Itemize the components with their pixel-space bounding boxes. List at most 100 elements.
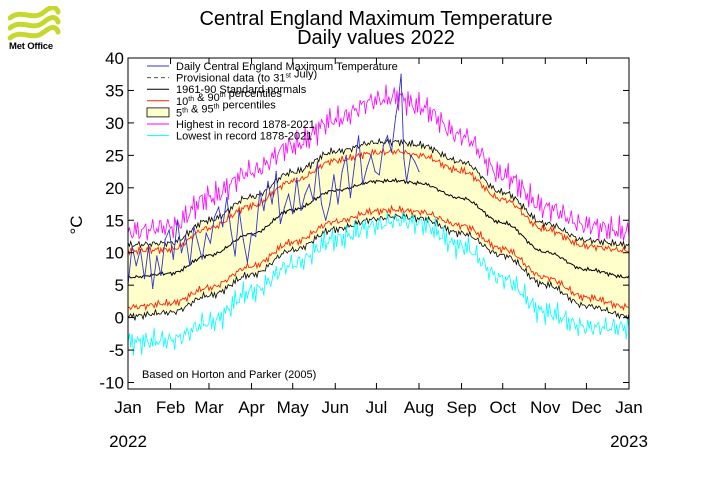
series-point — [131, 245, 133, 247]
series-point — [139, 248, 141, 251]
series-point — [287, 193, 290, 195]
x-tick-label: Jan — [114, 398, 141, 417]
y-tick-label: 40 — [105, 49, 124, 68]
series-point — [255, 235, 257, 238]
series-point — [403, 157, 405, 160]
series-point — [397, 99, 400, 101]
y-tick-label: 35 — [105, 81, 124, 100]
daily-series — [127, 73, 420, 290]
x-tick-label: May — [277, 398, 310, 417]
x-tick-label: Aug — [404, 398, 434, 417]
met-office-logo-icon — [8, 6, 61, 41]
legend-label-provisional: Provisional data (to 31st July) — [176, 69, 317, 85]
series-point — [176, 219, 179, 221]
series-point — [304, 193, 306, 195]
series-point — [205, 232, 207, 234]
series-point — [168, 229, 170, 231]
source-annotation: Based on Horton and Parker (2005) — [142, 369, 316, 381]
series-point — [292, 213, 294, 215]
legend-sup: st — [285, 73, 291, 80]
series-point — [414, 161, 416, 163]
legend-sup: th — [214, 103, 220, 110]
series-point — [333, 174, 335, 176]
year-end-label: 2023 — [610, 432, 648, 451]
series-point — [180, 252, 183, 254]
x-tick-label: Jun — [322, 398, 349, 417]
y-axis-label: °C — [67, 215, 86, 234]
legend-swatch-p5 — [146, 107, 170, 118]
series-point — [164, 239, 166, 241]
series-point — [345, 154, 347, 156]
series-point — [197, 242, 199, 244]
series-point — [234, 255, 236, 257]
series-point — [226, 196, 228, 199]
legend-text: Provisional data (to 31 — [176, 73, 285, 85]
series-point — [143, 278, 146, 280]
series-point — [193, 226, 195, 228]
series-point — [222, 226, 224, 228]
series-point — [271, 203, 273, 205]
line-p10 — [127, 204, 630, 312]
series-point — [370, 154, 372, 156]
legend: Daily Central England Maximum Temperatur… — [146, 61, 398, 143]
series-point — [329, 203, 331, 205]
line-highest — [127, 84, 630, 241]
series-point — [325, 219, 327, 221]
series-point — [374, 170, 376, 173]
x-tick-label: Jan — [615, 398, 642, 417]
series-point — [418, 170, 420, 173]
series-point — [378, 174, 380, 176]
series-point — [283, 206, 286, 208]
series-point — [353, 164, 356, 166]
series-point — [217, 206, 220, 208]
x-tick-label: Jul — [366, 398, 388, 417]
legend-text: & 90 — [194, 92, 220, 104]
series-point — [300, 209, 302, 212]
series-point — [156, 255, 158, 257]
series-point — [320, 203, 323, 205]
y-tick-label: 5 — [115, 276, 124, 295]
logo-wave-1 — [8, 6, 61, 21]
legend-sup: th — [182, 107, 188, 114]
series-point — [386, 135, 389, 137]
series-point — [308, 183, 310, 186]
logo-wave-2 — [8, 15, 61, 31]
series-point — [242, 239, 244, 241]
series-point — [267, 180, 269, 182]
series-point — [279, 222, 281, 225]
legend-text: Lowest in record 1878-2021 — [176, 131, 312, 143]
plot-frame — [127, 57, 630, 390]
series-point — [390, 151, 393, 153]
legend-text: percentiles — [226, 88, 283, 100]
series-point — [395, 115, 397, 118]
series-point — [366, 167, 368, 169]
legend-text: & 95 — [188, 103, 214, 115]
x-axis: Jan Feb Mar Apr May Jun Jul Aug Sep Oct Nov Dec Jan — [114, 58, 643, 417]
year-start-label: 2022 — [109, 432, 147, 451]
legend-text: 1961-90 Standard normals — [176, 84, 307, 96]
series-point — [201, 258, 203, 260]
legend-label-p5: 5th & 95th percentiles — [176, 99, 276, 119]
y-tick-label: 25 — [105, 146, 124, 165]
y-tick-label: 30 — [105, 114, 124, 133]
y-tick-label: -5 — [109, 341, 124, 360]
series-point — [209, 242, 211, 244]
legend-label-lowest: Lowest in record 1878-2021 — [176, 131, 312, 143]
series-point — [135, 265, 137, 267]
legend-text: Highest in record 1878-2021 — [176, 119, 315, 131]
series-point — [316, 161, 319, 163]
line-lowest — [127, 211, 630, 356]
climatology-lines — [127, 84, 630, 356]
legend-text: July) — [291, 69, 317, 81]
series-point — [259, 190, 261, 192]
line-p90 — [127, 147, 630, 257]
series-point — [362, 183, 364, 186]
series-point — [263, 209, 265, 212]
series-point — [213, 216, 216, 218]
series-point — [160, 274, 162, 277]
x-tick-label: Apr — [238, 398, 265, 417]
legend-text: 5 — [176, 107, 182, 119]
series-point — [382, 145, 384, 147]
legend-sup: th — [188, 96, 194, 103]
